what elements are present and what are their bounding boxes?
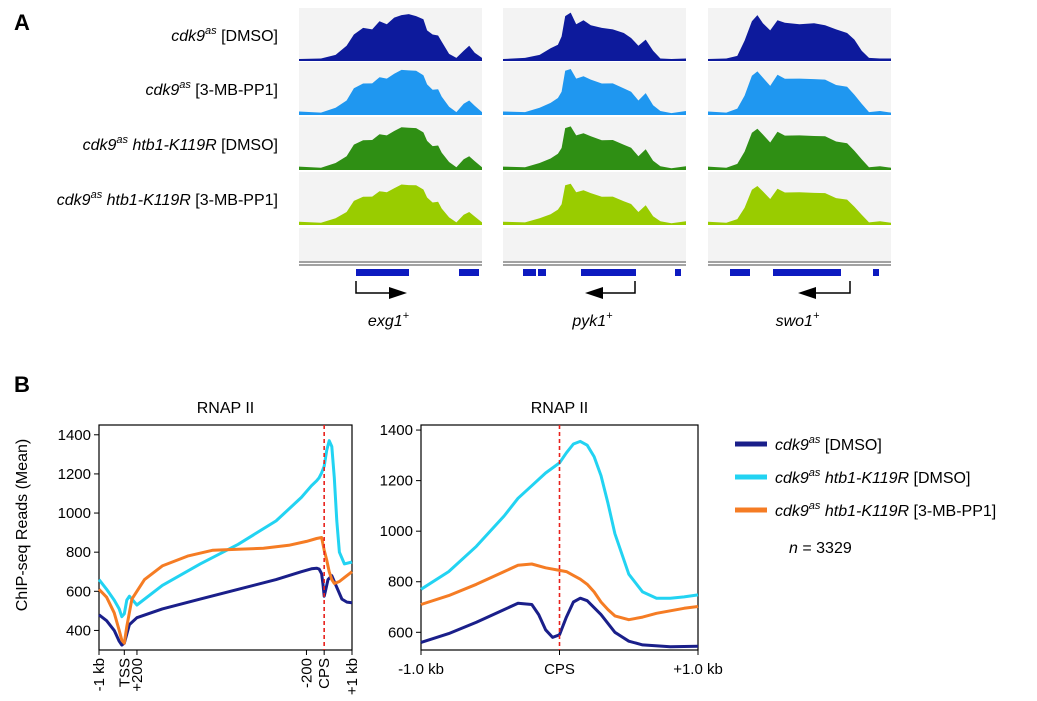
y-tick-label: 400: [66, 622, 91, 639]
series-line-2: [97, 536, 353, 645]
exon-block: [459, 269, 479, 276]
coverage-track-1-2: [708, 71, 891, 115]
y-tick-label: 1400: [380, 422, 413, 439]
coverage-track-3-1: [503, 183, 686, 225]
y-tick-label: 1200: [58, 466, 91, 483]
series-line-0: [98, 566, 353, 647]
y-tick-label: 800: [66, 544, 91, 561]
exon-block: [873, 269, 879, 276]
series-line-1: [420, 439, 699, 600]
y-tick-label: 600: [388, 624, 413, 641]
exon-block: [538, 269, 546, 276]
x-tick-label: CPS: [544, 661, 575, 678]
coverage-track-1-0: [299, 69, 482, 115]
x-tick-label: +1 kb: [344, 658, 361, 695]
panel-b-label: B: [14, 372, 30, 397]
exon-block: [523, 269, 536, 276]
arrow-head: [798, 287, 816, 299]
x-tick-label: -1 kb: [91, 658, 108, 691]
empty-track: [708, 228, 891, 261]
gene-name-swo1: swo1+: [776, 310, 820, 330]
x-tick-label: TSS: [116, 658, 133, 687]
tss-arrow: [603, 281, 636, 294]
coverage-track-0-1: [503, 12, 686, 62]
chart-title: RNAP II: [531, 400, 589, 417]
legend: cdk9as [DMSO] cdk9as htb1-K119R [DMSO] cdk…: [735, 434, 996, 520]
genome-browser-tracks: [299, 8, 891, 261]
legend-label-2: cdk9as htb1-K119R [3-MB-PP1]: [775, 500, 996, 520]
gene-name-pyk1: pyk1+: [571, 310, 613, 330]
y-tick-label: 1000: [380, 523, 413, 540]
exon-block: [730, 269, 750, 276]
track-label-3: cdk9as htb1-K119R [3-MB-PP1]: [57, 189, 278, 209]
track-label-0: cdk9as [DMSO]: [171, 25, 278, 45]
y-tick-label: 600: [66, 583, 91, 600]
rnap2-metagene-chart: RNAP II 400 600 800 1000 1200 1400 -1 kb TSS+200…: [58, 400, 361, 695]
arrow-head: [389, 287, 407, 299]
y-tick-label: 800: [388, 574, 413, 591]
coverage-track-2-0: [299, 127, 482, 170]
rnap2-cps-chart: RNAP II 600 800 1000 1200 1400 -1.0 kb CPS +1.0 …: [380, 400, 723, 678]
tss-arrow: [816, 281, 851, 294]
panel-a-label: A: [14, 10, 30, 35]
coverage-track-0-2: [708, 15, 891, 62]
x-tick-label: CPS: [316, 658, 333, 689]
y-tick-label: 1400: [58, 427, 91, 444]
empty-track: [503, 228, 686, 261]
y-tick-label: 1000: [58, 505, 91, 522]
coverage-track-2-1: [503, 126, 686, 170]
track-label-1: cdk9as [3-MB-PP1]: [145, 79, 278, 99]
gene-name-exg1: exg1+: [368, 310, 410, 330]
exon-block: [773, 269, 841, 276]
coverage-track-3-2: [708, 186, 891, 225]
coverage-track-1-1: [503, 69, 686, 115]
exon-block: [356, 269, 409, 276]
track-labels: cdk9as [DMSO] cdk9as [3-MB-PP1] cdk9as htb…: [57, 25, 278, 209]
exon-block: [675, 269, 681, 276]
y-tick-label: 1200: [380, 473, 413, 490]
y-axis-label: ChIP-seq Reads (Mean): [14, 439, 31, 612]
plot-frame: [98, 424, 353, 651]
gene-models: exg1+ pyk1+ swo1+: [299, 261, 891, 330]
x-tick-label: +1.0 kb: [673, 661, 723, 678]
n-count-prefix: n: [789, 540, 798, 557]
legend-label-0: cdk9as [DMSO]: [775, 434, 882, 454]
series-line-1: [97, 439, 353, 619]
coverage-track-0-0: [299, 14, 482, 62]
n-count-text: = 3329: [798, 540, 852, 557]
legend-label-1: cdk9as htb1-K119R [DMSO]: [775, 467, 970, 487]
track-label-2: cdk9as htb1-K119R [DMSO]: [83, 134, 278, 154]
arrow-head: [585, 287, 603, 299]
series-line-0: [420, 596, 699, 649]
coverage-track-3-0: [299, 184, 482, 225]
empty-track: [299, 228, 482, 261]
x-tick-label: +200: [129, 658, 146, 692]
series-line-2: [420, 562, 699, 622]
x-tick-label: -1.0 kb: [398, 661, 444, 678]
exon-block: [581, 269, 636, 276]
n-count-label: n = 3329: [789, 540, 852, 557]
chart-title: RNAP II: [197, 400, 255, 417]
tss-arrow: [355, 281, 389, 294]
coverage-track-2-2: [708, 128, 891, 170]
x-tick-label: -200: [298, 658, 315, 688]
